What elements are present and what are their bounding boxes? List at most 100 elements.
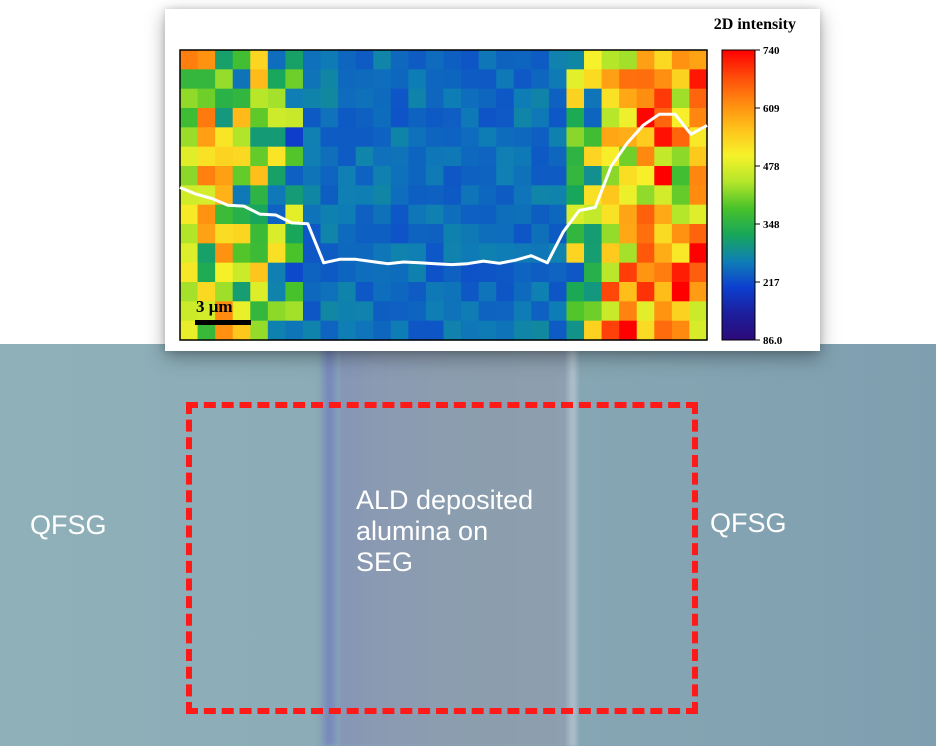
heatmap-cell: [619, 301, 638, 322]
heatmap-cell: [267, 146, 286, 167]
heatmap-cell: [548, 224, 568, 244]
heatmap-cell: [443, 69, 462, 90]
heatmap-cell: [636, 69, 655, 90]
heatmap-cell: [338, 204, 357, 225]
heatmap-cell: [619, 243, 638, 264]
heatmap-cell: [338, 69, 357, 90]
heatmap-cell: [302, 127, 322, 148]
heatmap-cell: [636, 127, 655, 148]
heatmap-cell: [425, 108, 445, 128]
heatmap-cell: [531, 108, 550, 128]
heatmap-cell: [197, 224, 216, 244]
heatmap-cell: [338, 127, 357, 148]
heatmap-cell: [285, 262, 304, 283]
heatmap-cell: [566, 243, 585, 264]
heatmap-cell: [531, 301, 550, 322]
heatmap-cell: [513, 88, 532, 109]
heatmap-cell: [689, 320, 708, 341]
heatmap-cell: [443, 320, 462, 341]
heatmap-cell: [390, 185, 409, 206]
heatmap-cell: [338, 146, 357, 167]
heatmap-cell: [320, 320, 339, 341]
heatmap-cell: [496, 146, 515, 167]
heatmap-cell: [180, 301, 199, 322]
heatmap-cell: [443, 301, 462, 322]
stripe-left-edge: [318, 344, 340, 746]
heatmap-cell: [584, 88, 603, 109]
heatmap-cell: [496, 88, 515, 109]
heatmap-cell: [584, 224, 603, 244]
heatmap-cell: [461, 320, 480, 341]
heatmap-cell: [267, 320, 286, 341]
heatmap-cell: [619, 127, 638, 148]
heatmap-cell: [408, 127, 427, 148]
heatmap-cell: [461, 262, 480, 283]
heatmap-cell: [548, 204, 568, 225]
heatmap-cell: [338, 166, 357, 186]
heatmap-cell: [636, 50, 655, 70]
heatmap-cell: [601, 50, 620, 70]
heatmap-cell: [302, 282, 322, 302]
heatmap-cell: [443, 282, 462, 302]
heatmap-cell: [390, 320, 409, 341]
heatmap-cell: [531, 185, 550, 206]
heatmap-cell: [584, 282, 603, 302]
heatmap-cell: [285, 127, 304, 148]
heatmap-cell: [197, 69, 216, 90]
heatmap-cell: [513, 127, 532, 148]
heatmap-cell: [267, 243, 286, 264]
heatmap-cell: [566, 50, 585, 70]
heatmap-cell: [654, 301, 673, 322]
heatmap-cell: [689, 166, 708, 186]
heatmap-cell: [584, 127, 603, 148]
heatmap-cell: [302, 204, 322, 225]
heatmap-cell: [654, 127, 673, 148]
heatmap-cell: [531, 224, 550, 244]
heatmap-cell: [302, 108, 322, 128]
heatmap-cell: [197, 204, 216, 225]
heatmap-cell: [548, 320, 568, 341]
heatmap-cell: [408, 88, 427, 109]
heatmap-cell: [443, 127, 462, 148]
heatmap-cell: [671, 166, 691, 186]
heatmap-cell: [636, 320, 655, 341]
heatmap-cell: [285, 50, 304, 70]
heatmap-cell: [302, 320, 322, 341]
heatmap-cell: [302, 69, 322, 90]
intensity-profile-line: [179, 112, 708, 267]
heatmap-cell: [496, 320, 515, 341]
heatmap-cell: [267, 166, 286, 186]
heatmap-cell: [496, 243, 515, 264]
heatmap-cell: [689, 224, 708, 244]
heatmap-cell: [390, 301, 409, 322]
heatmap-cell: [654, 108, 673, 128]
heatmap-cell: [302, 262, 322, 283]
heatmap-cell: [513, 301, 532, 322]
heatmap-cell: [390, 166, 409, 186]
heatmap-cell: [197, 262, 216, 283]
heatmap-cell: [373, 127, 392, 148]
heatmap-cell: [461, 301, 480, 322]
heatmap-cell: [548, 282, 568, 302]
heatmap-cell: [425, 282, 445, 302]
heatmap-cell: [408, 243, 427, 264]
heatmap-cell: [373, 108, 392, 128]
raman-map-panel: 2D intensity 3 μm 740 609 478 348 217 86.0: [165, 9, 820, 351]
heatmap-cell: [619, 262, 638, 283]
heatmap-cell: [689, 185, 708, 206]
heatmap-cell: [215, 127, 234, 148]
heatmap-cell: [654, 243, 673, 264]
heatmap-cell: [636, 146, 655, 167]
heatmap-cell: [390, 146, 409, 167]
heatmap-cell: [531, 282, 550, 302]
heatmap-cell: [443, 243, 462, 264]
heatmap-cell: [461, 243, 480, 264]
heatmap-cells: [180, 50, 708, 341]
heatmap-cell: [250, 320, 269, 341]
heatmap-cell: [496, 50, 515, 70]
heatmap-cell: [390, 69, 409, 90]
heatmap-cell: [408, 166, 427, 186]
colorbar-tick-label: 86.0: [763, 335, 783, 347]
heatmap-cell: [215, 282, 234, 302]
heatmap-cell: [654, 185, 673, 206]
